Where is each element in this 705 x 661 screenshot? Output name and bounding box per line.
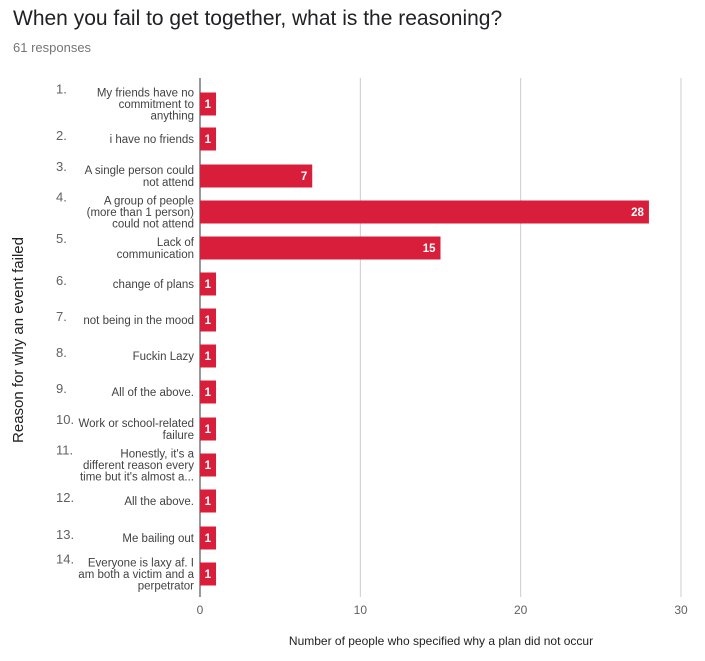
category-number: 3. [56,159,67,174]
category-number: 4. [56,189,67,204]
category-number: 10. [56,412,74,427]
x-axis-title: Number of people who specified why a pla… [289,634,593,648]
category-label: A single person could not attend [85,165,194,189]
bar [200,489,217,513]
data-label: 1 [205,460,212,472]
category-number: 12. [56,490,74,505]
category-label: Work or school-related failure [79,418,194,442]
bar [200,344,217,368]
x-tick-label: 30 [674,603,688,617]
category-number: 7. [56,309,67,324]
data-label: 1 [205,315,212,327]
data-label: 1 [205,569,212,581]
data-label: 1 [205,351,212,363]
data-label: 1 [205,99,212,111]
category-label: i have no friends [110,134,195,146]
data-label: 1 [205,424,212,436]
category-label: A group of people (more than 1 person) cou… [87,195,195,230]
category-number: 9. [56,381,67,396]
category-label: Me bailing out [122,533,194,545]
bar [200,417,217,441]
data-label: 1 [205,134,212,146]
category-number: 13. [56,527,74,542]
bar [200,526,217,550]
category-number: 11. [56,442,73,457]
category-label: Lack of communication [117,237,195,261]
category-label: change of plans [113,279,194,291]
x-tick-label: 10 [354,603,368,617]
bar [200,272,217,296]
category-label: All the above. [124,496,194,508]
data-label: 28 [631,207,644,219]
y-axis-title: Reason for why an event failed [10,237,27,443]
category-number: 6. [56,273,67,288]
data-label: 1 [205,279,212,291]
bar [200,236,441,260]
category-number: 14. [56,551,74,566]
category-number: 5. [56,231,67,246]
bar [200,308,217,332]
bar [200,380,217,404]
bar [200,200,649,224]
data-label: 15 [423,243,436,255]
category-label: not being in the mood [83,315,194,327]
bar [200,92,217,116]
data-label: 1 [205,496,212,508]
category-label: Honestly, it's a different reason every ti… [80,448,195,483]
category-label: All of the above. [112,387,194,399]
data-label: 1 [205,387,212,399]
x-tick-label: 0 [197,603,204,617]
chart-title: When you fail to get together, what is t… [13,7,503,30]
data-label: 1 [205,533,212,545]
bar [200,562,217,586]
bar [200,127,217,151]
x-tick-label: 20 [514,603,528,617]
category-number: 8. [56,345,67,360]
response-count: 61 responses [13,40,92,55]
category-label: My friends have no commitment to anything [97,87,194,122]
bar [200,453,217,477]
data-label: 7 [301,171,307,183]
category-number: 1. [56,81,67,96]
category-label: Fuckin Lazy [133,351,195,363]
category-number: 2. [56,128,67,143]
bar [200,164,313,188]
